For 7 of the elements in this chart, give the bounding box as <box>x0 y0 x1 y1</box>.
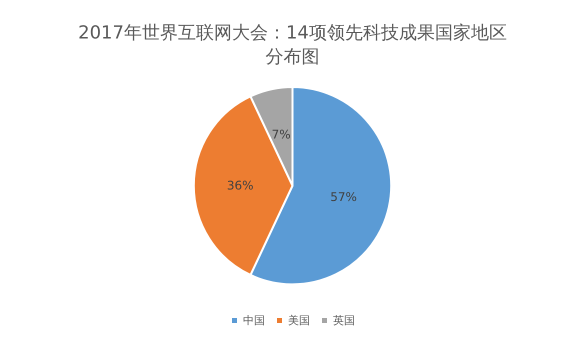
chart-title: 2017年世界互联网大会：14项领先科技成果国家地区分布图 <box>78 22 507 68</box>
data-label: 7% <box>272 128 291 142</box>
legend-label: 美国 <box>288 314 310 327</box>
data-label: 57% <box>330 190 357 204</box>
legend-label: 中国 <box>243 314 265 327</box>
data-label: 36% <box>226 178 254 193</box>
legend-label: 英国 <box>333 314 355 327</box>
